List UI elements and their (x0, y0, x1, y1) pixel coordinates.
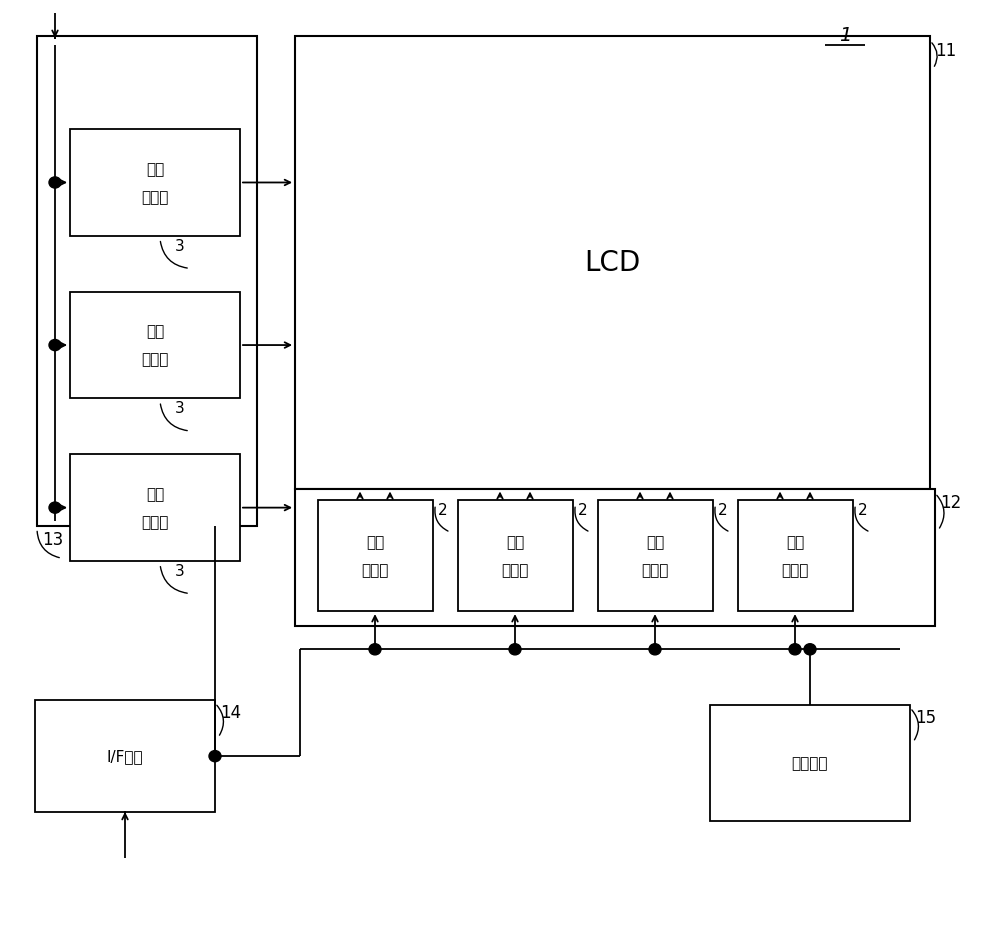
Circle shape (209, 751, 221, 762)
Text: 分级电源: 分级电源 (792, 755, 828, 771)
Text: 1: 1 (839, 26, 851, 45)
Circle shape (509, 644, 521, 655)
Text: 3: 3 (175, 401, 185, 416)
Text: I/F电路: I/F电路 (107, 749, 143, 764)
Text: 源极: 源极 (646, 535, 664, 549)
Bar (70, 292, 240, 399)
Text: 驱动器: 驱动器 (501, 562, 529, 577)
Circle shape (649, 644, 661, 655)
Text: 3: 3 (175, 563, 185, 578)
Text: LCD: LCD (584, 249, 641, 277)
Text: 驱动器: 驱动器 (361, 562, 389, 577)
Bar (35, 701, 215, 812)
Text: 13: 13 (42, 531, 63, 548)
Text: 3: 3 (175, 238, 185, 253)
Bar (70, 130, 240, 237)
Text: 11: 11 (935, 42, 956, 59)
Text: 源极: 源极 (506, 535, 524, 549)
Circle shape (789, 644, 801, 655)
Text: 源极: 源极 (366, 535, 384, 549)
Text: 源极: 源极 (786, 535, 804, 549)
Bar (710, 705, 910, 821)
Text: 栊极: 栊极 (146, 161, 164, 177)
Circle shape (369, 644, 381, 655)
Bar (70, 455, 240, 561)
Bar (318, 500, 432, 612)
Text: 驱动器: 驱动器 (781, 562, 809, 577)
Circle shape (804, 644, 816, 655)
Text: 驱动器: 驱动器 (141, 514, 169, 530)
Bar (295, 489, 935, 626)
Circle shape (49, 502, 61, 514)
Bar (598, 500, 712, 612)
Text: 驱动器: 驱动器 (641, 562, 669, 577)
Circle shape (49, 178, 61, 188)
Text: 15: 15 (915, 708, 936, 726)
Circle shape (49, 340, 61, 351)
Text: 2: 2 (578, 502, 587, 517)
Bar (458, 500, 572, 612)
Text: 驱动器: 驱动器 (141, 189, 169, 205)
Text: 2: 2 (718, 502, 727, 517)
Bar (295, 37, 930, 489)
Bar (37, 37, 257, 526)
Text: 栊极: 栊极 (146, 324, 164, 340)
Text: 驱动器: 驱动器 (141, 352, 169, 367)
Text: 2: 2 (438, 502, 447, 517)
Text: 12: 12 (940, 494, 961, 511)
Text: 14: 14 (220, 703, 241, 721)
Text: 栊极: 栊极 (146, 486, 164, 502)
Bar (738, 500, 852, 612)
Text: 2: 2 (858, 502, 867, 517)
